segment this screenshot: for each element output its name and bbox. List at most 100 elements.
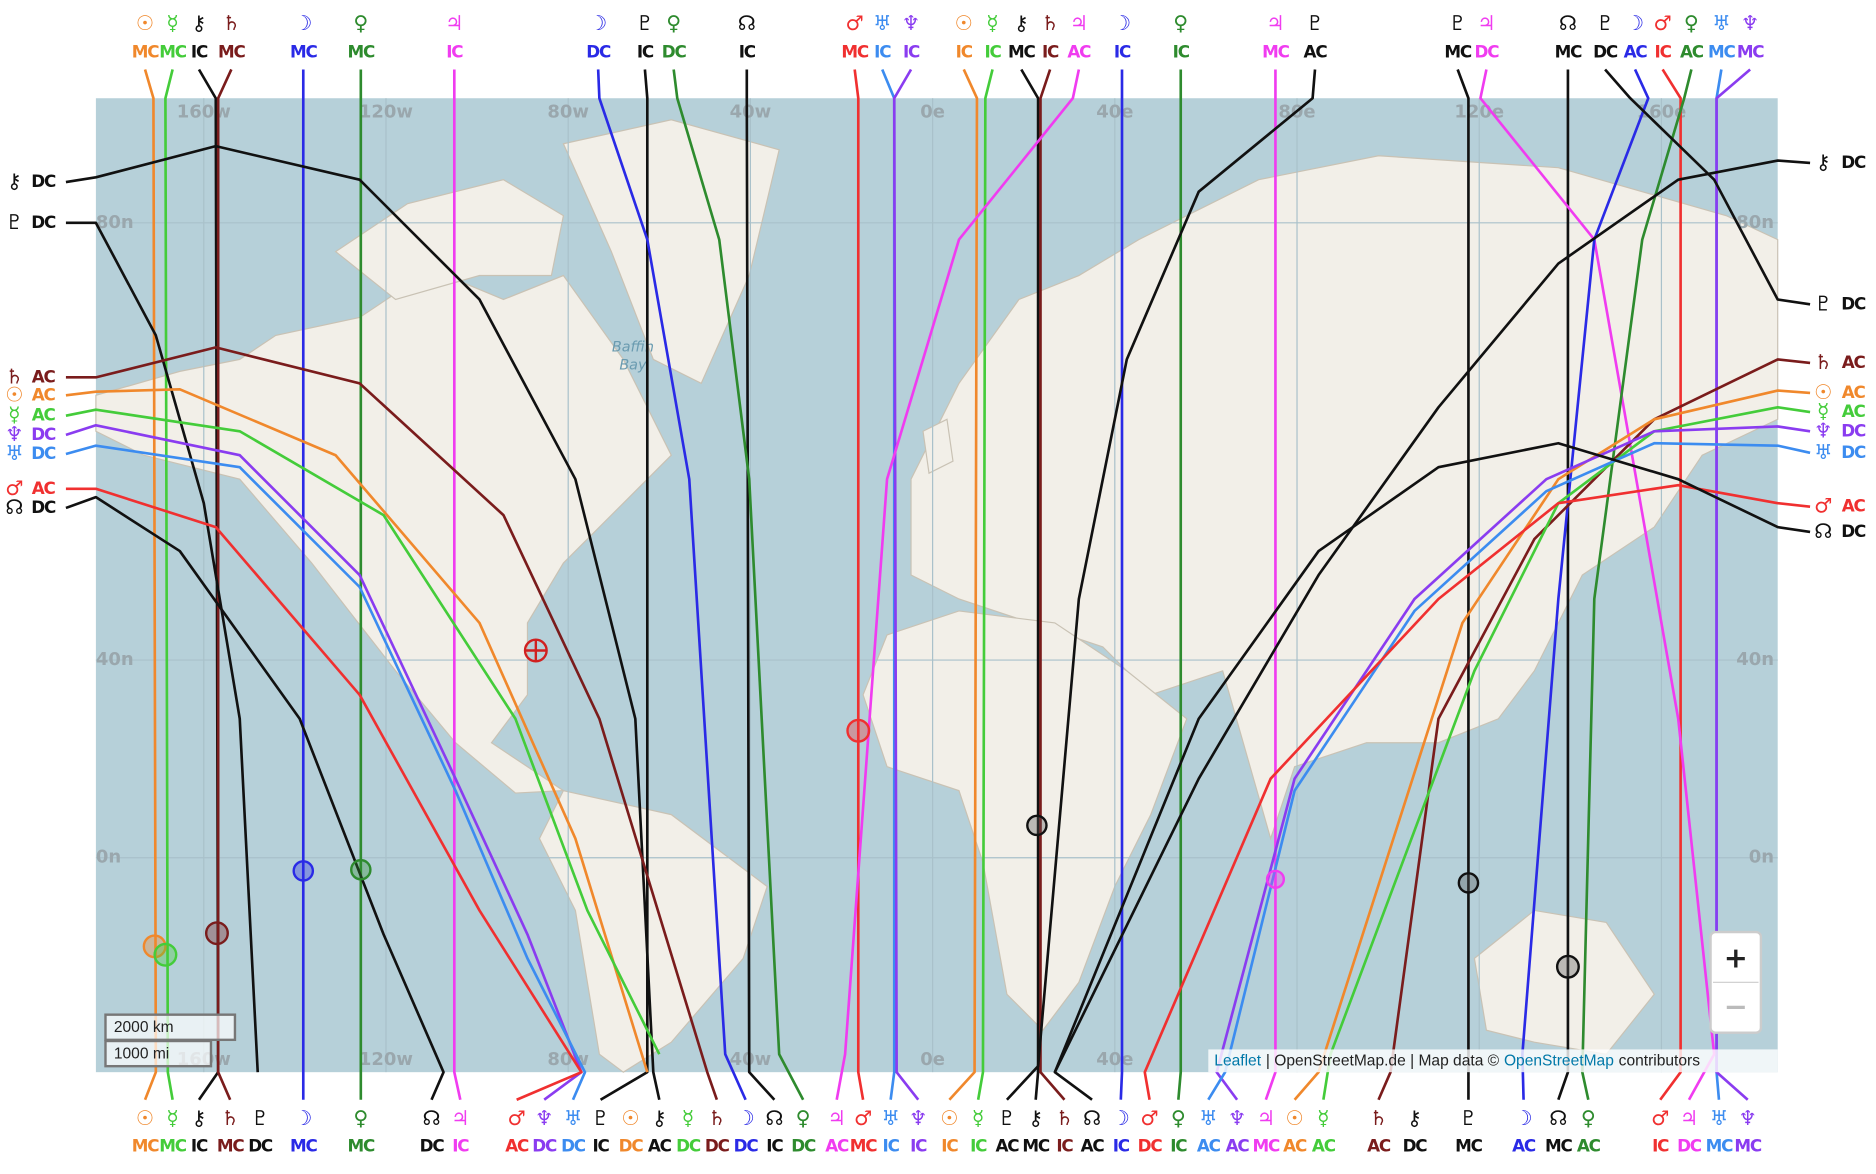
marker[interactable] (1265, 869, 1286, 889)
planet-symbol: ♃ (1266, 11, 1284, 35)
angle-label: IC (970, 1135, 987, 1155)
planet-symbol: ⚷ (192, 1106, 207, 1130)
planet-symbol: ♀ (353, 11, 368, 35)
map-tiles (95, 98, 1779, 1073)
planet-symbol: ♆ (1741, 11, 1759, 35)
angle-label: DC (791, 1135, 816, 1155)
angle-label: AC (1577, 1135, 1601, 1155)
planet-symbol: ♅ (1199, 1106, 1217, 1130)
planet-symbol: ♄ (222, 11, 240, 35)
planet-symbol: ⚷ (652, 1106, 667, 1130)
planet-symbol: ♄ (1055, 1106, 1073, 1130)
planet-line (948, 68, 979, 1101)
planet-line (1215, 425, 1811, 1101)
planet-symbol: ♆ (1228, 1106, 1246, 1130)
planet-symbol: ☉ (1285, 1106, 1303, 1130)
planet-line (745, 69, 776, 1101)
planet-symbol: ☽ (1514, 1106, 1532, 1130)
planet-line (1053, 159, 1811, 1073)
planet-symbol: ♂ (846, 11, 864, 35)
lon-label: 160w (177, 102, 231, 123)
attribution-middle: | OpenStreetMap.de | Map data © (1266, 1053, 1500, 1070)
angle-label: MC (1734, 1135, 1761, 1155)
planet-line (65, 346, 719, 1101)
planet-symbol: ♃ (828, 1106, 846, 1130)
north-america (95, 268, 673, 794)
angle-label: MC (159, 1135, 186, 1155)
planet-symbol: ☊ (1083, 1106, 1101, 1130)
planet-symbol: ☿ (8, 403, 21, 427)
greenland (562, 119, 780, 385)
marker[interactable] (350, 858, 372, 881)
planet-symbol: ☉ (136, 11, 154, 35)
marker[interactable] (1555, 954, 1580, 979)
planet-symbol: ♂ (1653, 11, 1671, 35)
planet-symbol: ♆ (1814, 418, 1832, 442)
angle-label: AC (505, 1135, 529, 1155)
planet-symbol: ♀ (1173, 11, 1188, 35)
planet-symbol: ☿ (682, 1106, 695, 1130)
marker[interactable] (292, 860, 315, 882)
angle-label: MC (1555, 42, 1582, 62)
angle-label: DC (662, 42, 687, 62)
marker[interactable] (204, 921, 229, 946)
planet-line (1715, 68, 1751, 1101)
location-marker[interactable] (523, 638, 548, 663)
planet-line (1264, 69, 1277, 1101)
water-label: Bay (619, 357, 647, 373)
angle-label: IC (956, 42, 973, 62)
angle-label: MC (159, 42, 186, 62)
angle-label: MC (1706, 1135, 1733, 1155)
angle-label: IC (984, 42, 1001, 62)
planet-line (1119, 69, 1124, 1100)
angle-label: MC (1253, 1135, 1280, 1155)
angle-label: MC (850, 1135, 877, 1155)
planet-symbol: ♇ (5, 210, 23, 234)
planet-symbol: ♃ (1477, 11, 1495, 35)
angle-label: AC (1680, 42, 1704, 62)
scale-mi-box (104, 1039, 213, 1068)
planet-symbol: ⚷ (192, 11, 207, 35)
lon-label: 0e (920, 102, 945, 123)
planet-line (853, 69, 865, 1100)
planet-line (452, 69, 462, 1101)
angle-label: AC (1842, 352, 1866, 372)
planet-line (1177, 69, 1183, 1100)
planet-symbol: ♆ (5, 422, 23, 446)
britain (922, 418, 954, 475)
angle-label: AC (32, 384, 56, 404)
planet-symbol: ♂ (1814, 494, 1832, 518)
planet-symbol: ☽ (589, 11, 607, 35)
angle-label: IC (903, 42, 920, 62)
planet-symbol: ♅ (5, 441, 23, 465)
angle-label: IC (1655, 42, 1672, 62)
lon-label: 40e (1096, 1049, 1133, 1070)
osm-link[interactable]: OpenStreetMap (1504, 1053, 1614, 1070)
marker[interactable] (1457, 872, 1480, 894)
planet-symbol: ♄ (708, 1106, 726, 1130)
marker[interactable] (1026, 814, 1048, 837)
zoom-control: + − (1709, 930, 1763, 1034)
angle-label: DC (734, 1135, 759, 1155)
angle-label: IC (592, 1135, 609, 1155)
planet-symbol: ☽ (736, 1106, 754, 1130)
angle-label: MC (132, 1135, 159, 1155)
zoom-out[interactable]: − (1724, 990, 1748, 1024)
planet-symbol: ♅ (882, 1106, 900, 1130)
planet-symbol: ♆ (535, 1106, 553, 1130)
leaflet-link[interactable]: Leaflet (1214, 1053, 1261, 1070)
angle-label: MC (290, 1135, 317, 1155)
marker[interactable] (153, 942, 178, 967)
planet-symbol: ♅ (1712, 11, 1730, 35)
angle-label: AC (648, 1135, 672, 1155)
planet-line (892, 68, 920, 1101)
australia (1473, 909, 1655, 1055)
planet-symbol: ♄ (1369, 1106, 1387, 1130)
planet-line (65, 487, 583, 1101)
angle-label: MC (1008, 42, 1035, 62)
marker[interactable] (846, 718, 871, 743)
planet-symbol: ☊ (1814, 519, 1832, 543)
zoom-in[interactable]: + (1724, 941, 1748, 975)
angle-label: MC (1262, 42, 1289, 62)
